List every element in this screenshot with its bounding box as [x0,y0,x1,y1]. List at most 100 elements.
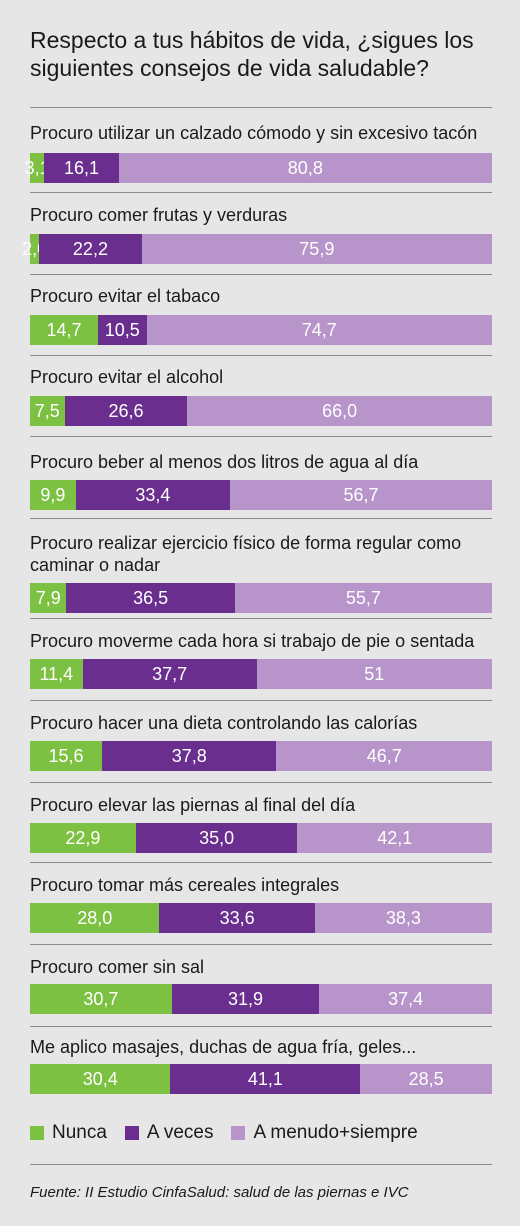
bar-segment-a-menudo-siempre: 56,7 [230,480,492,510]
legend-label-nunca: Nunca [52,1122,107,1143]
bar-segment-nunca: 28,0 [30,903,160,933]
legend-swatch-a-veces [124,1126,139,1140]
row-divider [30,274,492,275]
stacked-bar: 30,7 31,9 37,4 [30,984,492,1014]
bar-segment-nunca: 7,5 [30,396,65,426]
data-label: 41,1 [247,1068,283,1089]
data-label: 11,4 [39,663,74,684]
data-label: 30,4 [82,1068,118,1089]
legend-label-a-veces: A veces [146,1122,214,1143]
row-divider [30,518,492,519]
legend-item-a-veces: A veces [124,1122,214,1144]
bar-segment-a-veces: 36,5 [66,583,235,613]
row-label: Procuro elevar las piernas al final del … [30,795,356,815]
row-label: Procuro moverme cada hora si trabajo de … [30,631,475,651]
data-label: 80,8 [287,157,323,178]
bar-segment-a-veces: 35,0 [135,823,298,853]
bar-segment-a-veces: 16,1 [44,153,119,183]
stacked-bar: 3,1 16,1 80,8 [25,153,492,183]
legend-swatch-nunca [30,1126,44,1140]
row-divider [30,944,492,945]
data-label: 9,9 [40,484,66,505]
data-label: 7,9 [35,587,61,608]
bar-segment-nunca: 30,4 [30,1064,171,1094]
bar-segment-a-veces: 37,7 [82,659,257,689]
row-label: Procuro beber al menos dos litros de agu… [30,452,419,472]
data-label: 42,1 [377,827,413,848]
data-label: 37,7 [152,663,188,684]
data-label: 28,0 [77,907,113,928]
title-divider [30,107,492,108]
row-label: Me aplico masajes, duchas de agua fría, … [30,1037,417,1057]
bar-segment-nunca: 11,4 [30,659,83,689]
bar-segment-a-menudo-siempre: 42,1 [297,823,492,853]
data-label: 16,1 [63,157,100,178]
row-label: Procuro comer frutas y verduras [30,205,288,225]
row-label: Procuro evitar el alcohol [30,367,224,387]
bar-segment-a-menudo-siempre: 66,0 [187,396,492,426]
stacked-bar: 28,0 33,6 38,3 [30,903,492,933]
bar-segment-nunca: 30,7 [30,984,172,1014]
row-label: Procuro utilizar un calzado cómodo y sin… [30,123,478,143]
data-label: 66,0 [322,400,358,421]
stacked-bar: 11,4 37,7 51 [30,659,492,689]
row-divider [30,192,492,193]
data-label: 75,9 [299,238,335,259]
legend-item-nunca: Nunca [30,1122,107,1144]
row-divider [30,618,492,619]
bar-segment-a-menudo-siempre: 74,7 [146,315,492,345]
data-label: 26,6 [108,400,144,421]
legend-label-a-menudo-siempre: A menudo+siempre [253,1122,418,1143]
data-label: 51 [364,663,385,684]
stacked-bar: 9,9 33,4 56,7 [30,480,492,510]
stacked-bar: 2,0 22,2 75,9 [22,234,492,264]
row-label: Procuro tomar más cereales integrales [30,875,340,895]
legend-swatch-a-menudo-siempre [231,1126,246,1140]
data-label: 56,7 [343,484,379,505]
data-label: 15,6 [48,745,84,766]
bar-segment-a-menudo-siempre: 28,5 [360,1064,492,1094]
chart-title: Respecto a tus hábitos de vida, ¿sigues … [30,27,474,81]
bar-segment-a-veces: 37,8 [102,741,277,771]
row-label: Procuro evitar el tabaco [30,286,221,306]
bar-segment-a-menudo-siempre: 38,3 [314,903,492,933]
row-divider [30,700,492,701]
row-label: Procuro hacer una dieta controlando las … [30,713,418,733]
bar-segment-a-veces: 10,5 [97,315,147,345]
data-label: 38,3 [385,907,421,928]
bar-segment-a-menudo-siempre: 46,7 [276,741,492,771]
row-label: Procuro comer sin sal [30,957,205,977]
bar-segment-a-veces: 41,1 [170,1064,361,1094]
stacked-bar: 30,4 41,1 28,5 [30,1064,492,1094]
stacked-bar: 7,5 26,6 66,0 [30,396,492,426]
legend-item-a-menudo-siempre: A menudo+siempre [231,1122,418,1144]
bar-segment-a-veces: 22,2 [39,234,142,264]
data-label: 37,4 [388,988,424,1009]
bar-segment-a-menudo-siempre: 75,9 [141,234,492,264]
data-label: 74,7 [301,319,337,340]
row-divider [30,782,492,783]
row-divider [30,1026,492,1027]
bar-segment-nunca: 14,7 [30,315,98,345]
data-label: 33,6 [219,907,255,928]
bar-segment-nunca: 22,9 [30,823,136,853]
data-label: 7,5 [34,400,60,421]
stacked-bar: 7,9 36,5 55,7 [30,583,492,613]
data-label: 36,5 [133,587,169,608]
data-label: 33,4 [135,484,171,505]
bar-segment-a-menudo-siempre: 51 [256,659,492,689]
source-note: Fuente: II Estudio CinfaSalud: salud de … [30,1184,409,1201]
data-label: 22,9 [65,827,101,848]
bar-segment-a-menudo-siempre: 55,7 [234,583,492,613]
data-label: 37,8 [171,745,207,766]
data-label: 22,2 [72,238,108,259]
data-label: 30,7 [83,988,119,1009]
bar-segment-nunca: 9,9 [30,480,76,510]
data-label: 10,5 [104,319,140,340]
bar-segment-nunca: 7,9 [30,583,67,613]
stacked-bar: 15,6 37,8 46,7 [30,741,492,771]
data-label: 35,0 [199,827,235,848]
data-label: 3,1 [24,157,50,178]
bar-segment-a-veces: 26,6 [64,396,188,426]
